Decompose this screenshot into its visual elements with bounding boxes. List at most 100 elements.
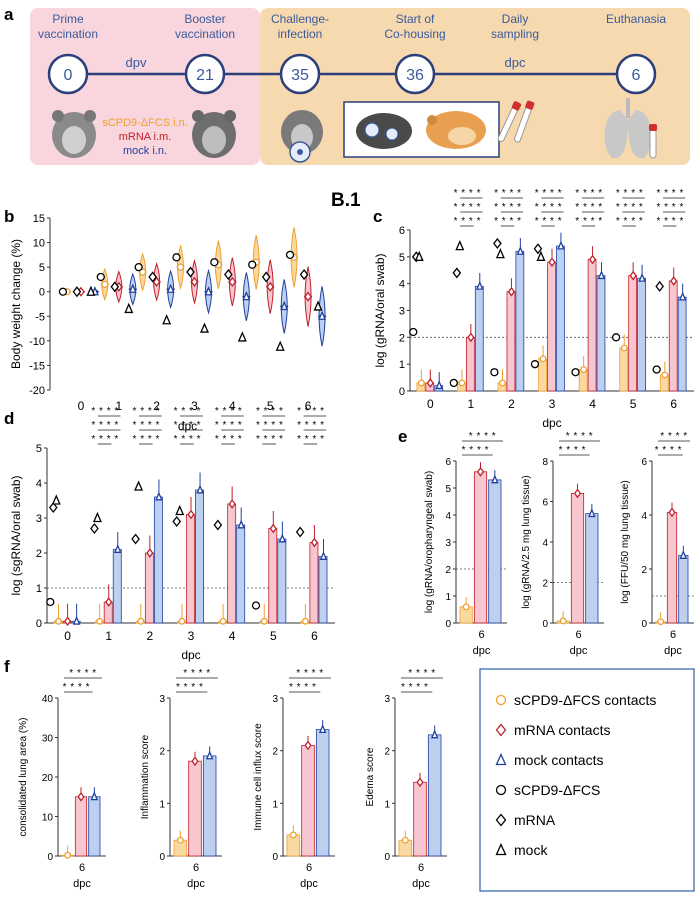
swab-tubes-icon xyxy=(497,100,535,143)
legend-label: mRNA xyxy=(514,812,556,828)
significance-stars: * * * * xyxy=(256,420,283,431)
data-point xyxy=(77,791,85,802)
donor-point xyxy=(536,250,546,261)
y-tick-label: 0 xyxy=(272,852,278,863)
data-point xyxy=(668,507,676,518)
donor-point xyxy=(652,365,661,374)
significance-stars: * * * * xyxy=(91,420,118,431)
significance-stars: * * * * xyxy=(296,668,323,679)
y-tick-label: 0 xyxy=(36,618,42,630)
y-tick-label: 20 xyxy=(42,773,54,784)
y-tick-label: 15 xyxy=(33,213,45,225)
bar xyxy=(556,245,565,392)
y-tick-label: 0 xyxy=(384,852,390,863)
data-point xyxy=(430,729,439,739)
bar xyxy=(186,514,195,624)
donor-point xyxy=(186,266,195,278)
significance-stars: * * * * xyxy=(575,216,602,227)
x-tick-label: 6 xyxy=(306,862,312,874)
x-tick-label: 1 xyxy=(105,629,112,643)
data-point xyxy=(166,283,175,293)
data-point xyxy=(242,290,251,301)
bar xyxy=(465,336,475,392)
bar xyxy=(227,503,237,624)
panel-label-d: d xyxy=(4,409,14,428)
significance-stars: * * * * xyxy=(535,202,562,213)
donor-point xyxy=(655,280,664,292)
data-point xyxy=(580,366,588,373)
bar xyxy=(427,734,442,857)
y-tick-label: 1 xyxy=(159,799,165,810)
y-tick-label: 2 xyxy=(445,565,451,576)
y-tick-label: 4 xyxy=(399,279,405,291)
donor-point xyxy=(493,237,502,249)
data-point xyxy=(588,254,597,265)
bar xyxy=(301,745,315,857)
y-tick-label: 3 xyxy=(384,694,390,705)
y-tick-label: 1 xyxy=(445,592,451,603)
chart-c-grna: 0 1 2 3 4 5 6 log (gRNA/oral swab) 0 1 * * * * * * … xyxy=(373,188,694,430)
data-point xyxy=(476,280,484,290)
legend-label: sCPD9-ΔFCS xyxy=(514,782,600,798)
donor-point xyxy=(414,250,424,261)
significance-stars: * * * * xyxy=(215,420,242,431)
x-tick-label: 5 xyxy=(630,397,637,411)
y-tick-label: 2 xyxy=(36,548,42,560)
donor-point xyxy=(495,248,505,259)
significance-stars: * * * * xyxy=(401,682,428,693)
y-tick-label: -10 xyxy=(29,336,45,348)
legend-marker xyxy=(495,842,507,856)
timeline-day-number: 6 xyxy=(632,67,641,84)
data-point xyxy=(416,777,424,788)
y-tick-label: 40 xyxy=(42,694,54,705)
data-point xyxy=(319,551,328,560)
y-tick-label: 3 xyxy=(36,513,42,525)
y-tick-label: 2 xyxy=(384,747,390,758)
x-tick-label: 6 xyxy=(670,397,677,411)
data-point xyxy=(516,246,525,255)
timeline-day-number: 0 xyxy=(64,67,73,84)
bar xyxy=(153,496,163,624)
hamster-icon xyxy=(192,110,236,158)
bar xyxy=(570,492,585,624)
data-point xyxy=(64,851,72,859)
data-point xyxy=(219,617,227,625)
data-point xyxy=(260,617,268,625)
donor-point xyxy=(449,378,458,388)
donor-point xyxy=(237,331,247,342)
y-axis-title: log (gRNA/2.5 mg lung tissue) xyxy=(521,475,532,608)
data-point xyxy=(155,491,163,501)
data-point xyxy=(289,831,297,839)
panel-label-e: e xyxy=(398,427,407,446)
data-point xyxy=(491,474,499,484)
data-point xyxy=(266,281,275,292)
significance-stars: * * * * xyxy=(133,406,160,417)
data-point xyxy=(318,310,327,320)
data-point xyxy=(178,617,186,625)
data-point xyxy=(638,272,646,282)
timeline-event-label: vaccination xyxy=(175,27,235,41)
timeline-dpv-label: dpv xyxy=(126,55,147,70)
significance-stars: * * * * xyxy=(408,668,435,679)
donor-point xyxy=(96,272,105,282)
y-tick-label: 2 xyxy=(159,747,165,758)
x-tick-label: 3 xyxy=(188,629,195,643)
data-point xyxy=(96,617,104,625)
bar xyxy=(628,275,638,392)
data-point xyxy=(228,499,236,509)
legend: sCPD9-ΔFCS contacts mRNA contacts mock con… xyxy=(495,692,656,858)
chart-e3-lung-ffu: 0 2 4 6 log (FFU/50 mg lung tissue) 6 dpc * * *… xyxy=(620,431,694,657)
y-axis-title: consolidated lung area (%) xyxy=(18,718,29,837)
data-point xyxy=(176,836,184,844)
significance-stars: * * * * xyxy=(133,420,160,431)
y-tick-label: 5 xyxy=(39,262,45,274)
significance-stars: * * * * xyxy=(256,406,283,417)
donor-point xyxy=(210,258,219,267)
y-tick-label: 2 xyxy=(542,579,548,590)
chart-f1-consolidation: 0 10 20 30 40 consolidated lung area (%) 6 dpc *… xyxy=(18,668,106,890)
data-point xyxy=(196,484,204,494)
data-point xyxy=(417,379,425,387)
bar xyxy=(236,524,246,624)
